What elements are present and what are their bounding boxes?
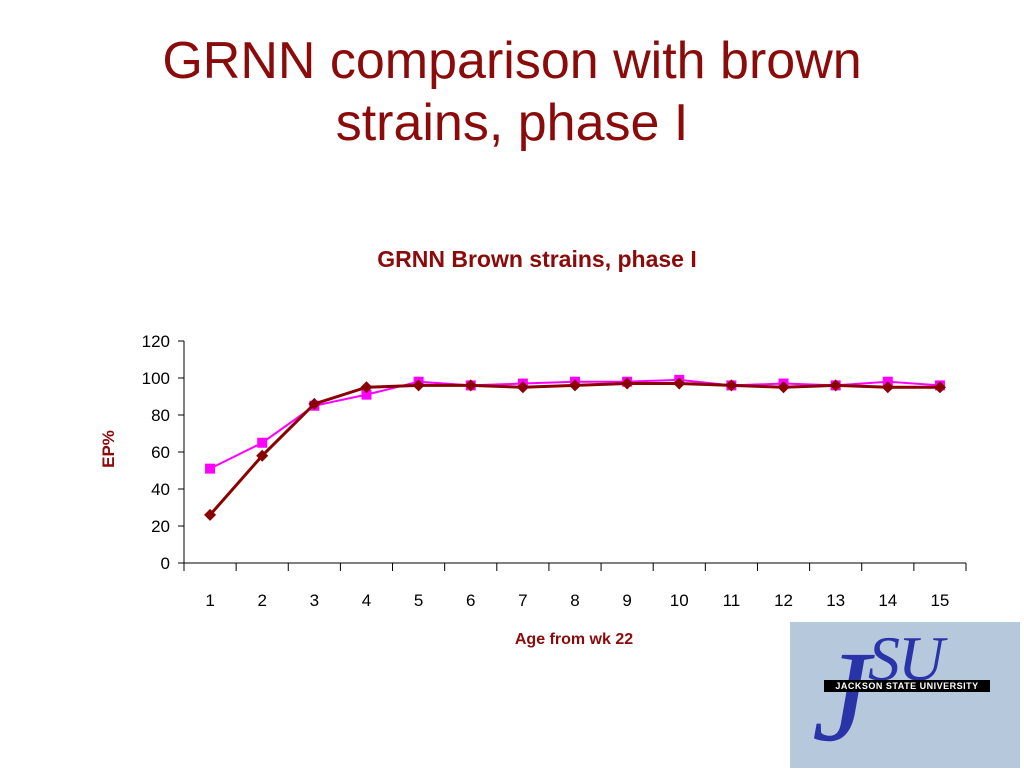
x-tick-label: 11 [723, 591, 741, 610]
data-point-diamond [621, 377, 634, 390]
data-point-diamond [360, 381, 373, 394]
data-point-diamond [725, 379, 738, 392]
data-point-diamond [933, 381, 946, 394]
chart-title: GRNN Brown strains, phase I [377, 246, 697, 272]
data-point-square [205, 463, 216, 474]
y-tick-label: 100 [142, 369, 170, 388]
data-point-diamond [829, 379, 842, 392]
data-point-diamond [881, 381, 894, 394]
data-point-square [257, 437, 268, 448]
y-tick-label: 80 [151, 406, 170, 425]
data-point-diamond [204, 508, 217, 521]
x-tick-label: 6 [466, 591, 475, 610]
slide-title: GRNN comparison with brown strains, phas… [0, 30, 1024, 154]
data-point-diamond [464, 379, 477, 392]
logo-j-letter: J [812, 625, 870, 769]
x-tick-label: 4 [362, 591, 371, 610]
data-point-diamond [412, 379, 425, 392]
x-tick-label: 3 [310, 591, 319, 610]
x-tick-label: 2 [257, 591, 266, 610]
y-tick-label: 20 [151, 517, 170, 536]
x-tick-label: 9 [622, 591, 631, 610]
y-tick-label: 60 [151, 443, 170, 462]
series-line-2 [209, 378, 941, 470]
y-axis-label: EP% [99, 430, 118, 468]
x-tick-label: 5 [414, 591, 423, 610]
data-point-diamond [516, 381, 529, 394]
slide-title-line-2: strains, phase I [335, 94, 689, 152]
data-point-diamond [569, 379, 581, 392]
x-tick-label: 13 [826, 591, 845, 610]
x-tick-label: 8 [570, 591, 579, 610]
university-logo: J SU JACKSON STATE UNIVERSITY [790, 622, 1020, 768]
x-tick-label: 12 [774, 591, 793, 610]
y-tick-label: 40 [151, 480, 170, 499]
x-tick-label: 1 [205, 591, 214, 610]
data-point-square [361, 389, 372, 400]
y-tick-label: 0 [161, 554, 170, 573]
logo-university-name: JACKSON STATE UNIVERSITY [824, 680, 990, 692]
x-tick-label: 7 [518, 591, 527, 610]
data-point-diamond [308, 397, 321, 410]
series-layer [204, 374, 946, 521]
y-tick-label: 120 [142, 332, 170, 351]
x-tick-label: 10 [670, 591, 689, 610]
data-point-diamond [256, 449, 269, 462]
x-axis-label: Age from wk 22 [515, 631, 633, 648]
slide-title-line-1: GRNN comparison with brown [162, 32, 862, 90]
data-point-diamond [777, 381, 790, 394]
data-point-diamond [673, 377, 686, 390]
x-tick-label: 15 [930, 591, 949, 610]
x-tick-label: 14 [878, 591, 897, 610]
